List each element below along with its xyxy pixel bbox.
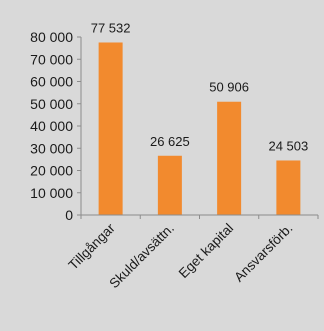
bar [217,101,242,215]
bar [276,160,301,215]
y-tick-label: 20 000 [30,163,73,179]
y-tick-label: 40 000 [30,118,73,134]
y-tick-label: 30 000 [30,140,73,156]
y-tick-label: 60 000 [30,74,73,90]
bars [98,42,301,215]
data-labels: 77 532 26 625 50 906 24 503 [91,20,309,153]
data-label: 77 532 [91,20,131,35]
axes [80,37,319,219]
y-tick-label: 80 000 [30,29,73,45]
data-label: 26 625 [150,134,190,149]
data-label: 24 503 [268,138,308,153]
y-tick-label: 70 000 [30,51,73,67]
y-tick-label: 0 [65,207,73,223]
bar [98,42,123,215]
bar [157,155,182,215]
y-axis-ticks: 0 10 000 20 000 30 000 40 000 50 000 60 000 70 … [30,29,81,223]
data-label: 50 906 [209,80,249,95]
y-tick-label: 50 000 [30,96,73,112]
y-tick-label: 10 000 [30,185,73,201]
